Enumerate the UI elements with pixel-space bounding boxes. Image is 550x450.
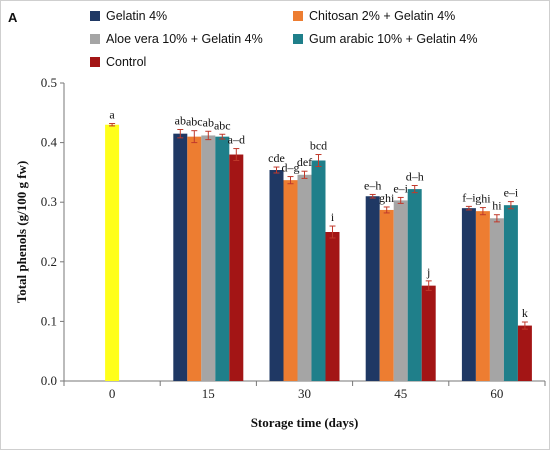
legend-swatch [293, 34, 303, 44]
significance-labels: a ab abc ab abca–dcded–gdefbcdie–hghie–id–hj… [109, 108, 527, 320]
y-tick-label: 0.1 [41, 313, 57, 328]
legend-swatch [90, 34, 100, 44]
bar [229, 154, 244, 381]
significance-label: a–d [228, 133, 245, 147]
legend-item: Chitosan 2% + Gelatin 4% [293, 9, 455, 23]
bar-day0 [105, 124, 120, 381]
bar [269, 170, 284, 381]
legend-item: Gelatin 4% [90, 9, 167, 23]
x-axis-title: Storage time (days) [251, 415, 359, 430]
significance-label: cde [268, 151, 285, 165]
bar [215, 136, 230, 381]
bar [201, 135, 216, 381]
significance-label: ab [203, 115, 214, 129]
significance-label: ghi [379, 191, 395, 205]
legend-swatch [90, 57, 100, 67]
bar [461, 208, 476, 381]
x-tick-label: 45 [394, 386, 407, 401]
bars [105, 123, 532, 381]
bar [393, 200, 408, 381]
significance-label: hi [492, 199, 502, 213]
x-tick-label: 60 [490, 386, 503, 401]
significance-label: a [109, 108, 115, 122]
bar [187, 136, 202, 381]
significance-label: d–h [406, 170, 424, 184]
bar [503, 205, 518, 381]
bar [297, 174, 312, 381]
significance-label: abc [186, 115, 203, 129]
significance-label: j [426, 265, 430, 279]
legend-label: Gelatin 4% [106, 9, 167, 23]
panel-label: A [8, 10, 18, 25]
y-axis-title: Total phenols (g/100 g fw) [14, 161, 29, 304]
y-tick-label: 0.0 [41, 373, 57, 388]
bar [407, 189, 422, 381]
bar [311, 160, 326, 381]
x-tick-label: 15 [202, 386, 215, 401]
legend-item: Control [90, 55, 146, 69]
legend-swatch [90, 11, 100, 21]
legend-label: Gum arabic 10% + Gelatin 4% [309, 32, 478, 46]
bar [325, 232, 340, 381]
y-tick-label: 0.3 [41, 194, 57, 209]
bar [489, 218, 504, 381]
legend-label: Aloe vera 10% + Gelatin 4% [106, 32, 263, 46]
bar [379, 209, 394, 381]
x-tick-label: 30 [298, 386, 311, 401]
legend: Gelatin 4% Chitosan 2% + Gelatin 4% Aloe v… [90, 9, 478, 69]
legend-label: Chitosan 2% + Gelatin 4% [309, 9, 455, 23]
legend-label: Control [106, 55, 146, 69]
x-tick-label: 0 [109, 386, 116, 401]
significance-label: def [297, 155, 312, 169]
significance-label: abc [214, 118, 231, 132]
bar [173, 133, 188, 381]
bar [475, 211, 490, 381]
legend-item: Gum arabic 10% + Gelatin 4% [293, 32, 478, 46]
significance-label: ab [175, 113, 186, 127]
significance-label: i [331, 210, 335, 224]
significance-label: bcd [310, 139, 327, 153]
significance-label: e–i [504, 186, 519, 200]
significance-label: d–g [282, 161, 300, 175]
significance-label: f–i [462, 190, 476, 204]
y-tick-label: 0.5 [41, 75, 57, 90]
bar [283, 180, 298, 381]
significance-label: ghi [475, 192, 491, 206]
significance-label: k [522, 306, 528, 320]
y-tick-label: 0.4 [41, 135, 58, 150]
bar [517, 325, 532, 381]
significance-label: e–h [364, 178, 381, 192]
bar [421, 285, 436, 381]
significance-label: e–i [393, 181, 408, 195]
y-tick-label: 0.2 [41, 254, 57, 269]
legend-swatch [293, 11, 303, 21]
bar [365, 196, 380, 381]
legend-item: Aloe vera 10% + Gelatin 4% [90, 32, 263, 46]
